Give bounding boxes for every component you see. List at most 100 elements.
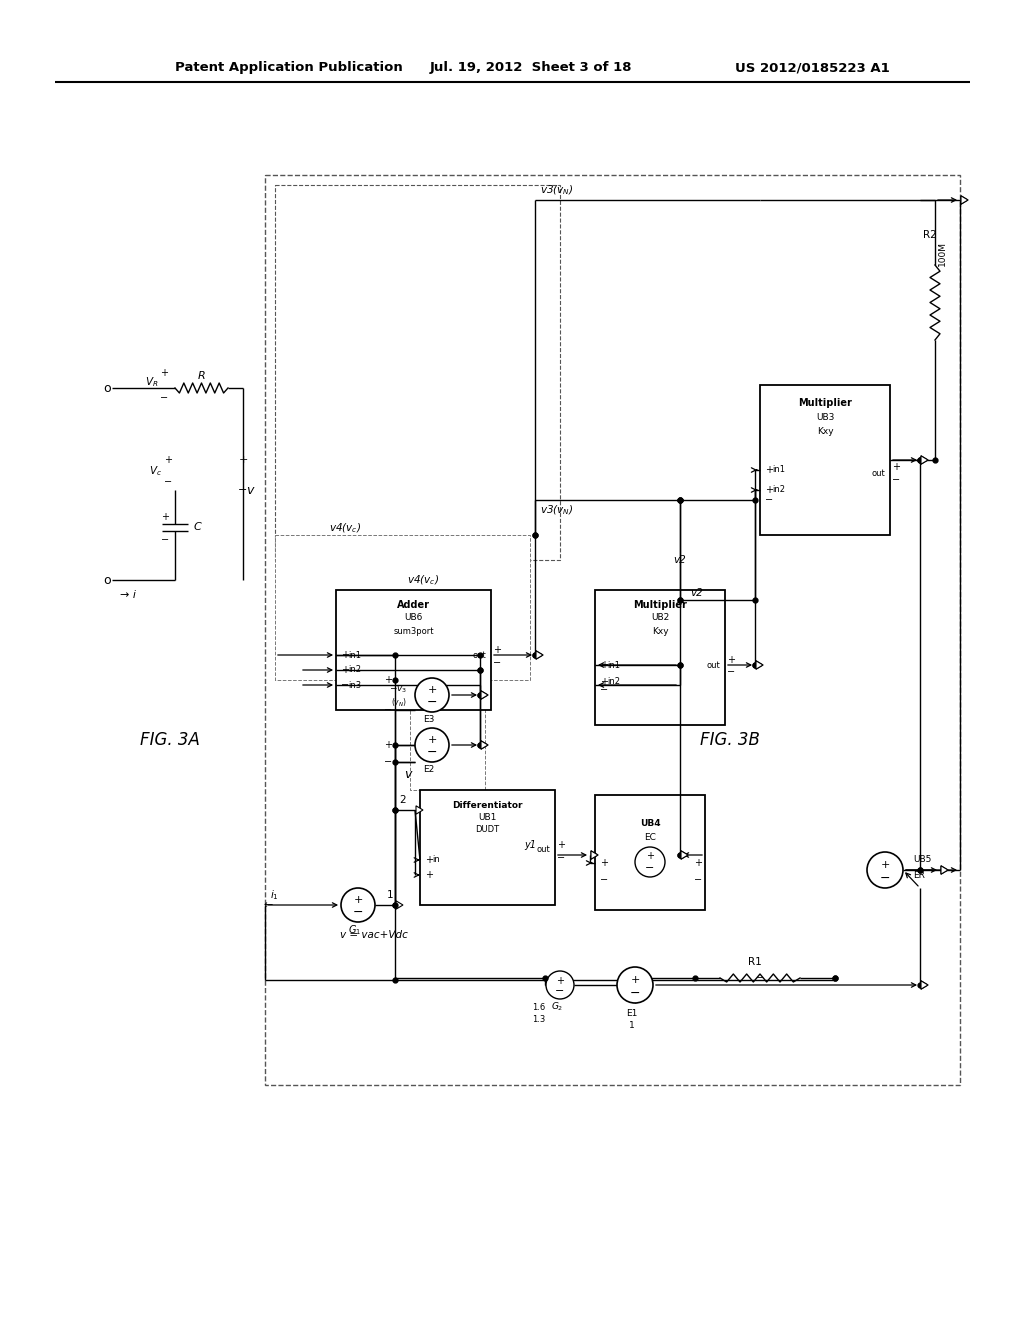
Text: EC: EC — [644, 833, 656, 842]
Text: out: out — [537, 846, 550, 854]
Text: Kxy: Kxy — [817, 428, 834, 437]
Text: 1.3: 1.3 — [531, 1015, 545, 1024]
Bar — [595, 590, 725, 725]
Text: Patent Application Publication: Patent Application Publication — [175, 62, 402, 74]
Text: v = vac+Vdc: v = vac+Vdc — [340, 931, 408, 940]
Text: v: v — [247, 483, 254, 496]
Polygon shape — [921, 455, 928, 465]
Text: $-v_3$: $-v_3$ — [389, 685, 407, 696]
Text: in1: in1 — [607, 660, 620, 669]
Bar — [336, 590, 490, 710]
Text: −: − — [352, 906, 364, 919]
Polygon shape — [921, 455, 928, 465]
Bar — [595, 795, 705, 909]
Polygon shape — [481, 690, 488, 700]
Polygon shape — [921, 981, 928, 989]
Text: E1: E1 — [627, 1008, 638, 1018]
Text: FIG. 3A: FIG. 3A — [140, 731, 200, 748]
Text: +: + — [631, 975, 640, 985]
Polygon shape — [941, 866, 948, 874]
Text: −: − — [600, 875, 608, 884]
Text: E3: E3 — [423, 715, 434, 725]
Text: v3($v_N$): v3($v_N$) — [540, 183, 573, 197]
Text: Differentiator: Differentiator — [453, 800, 522, 809]
Polygon shape — [921, 981, 928, 989]
Text: out: out — [871, 469, 885, 478]
Text: out: out — [707, 660, 720, 669]
Circle shape — [617, 968, 653, 1003]
Text: +: + — [341, 665, 349, 675]
Text: R2: R2 — [923, 230, 937, 240]
Text: +: + — [239, 455, 248, 465]
Text: +: + — [164, 455, 172, 465]
Circle shape — [867, 851, 903, 888]
Text: −: − — [630, 986, 640, 999]
Text: UB4: UB4 — [640, 818, 660, 828]
Text: +: + — [727, 655, 735, 665]
Text: +: + — [161, 512, 169, 521]
Text: v2: v2 — [674, 554, 686, 565]
Text: y1: y1 — [524, 840, 536, 850]
Polygon shape — [536, 651, 543, 659]
Polygon shape — [681, 851, 688, 859]
Text: +: + — [765, 465, 773, 475]
Text: −: − — [694, 875, 702, 884]
Text: −: − — [427, 746, 437, 759]
Bar — [760, 385, 890, 535]
Polygon shape — [591, 851, 598, 859]
Text: +: + — [425, 855, 433, 865]
Text: +: + — [427, 685, 436, 696]
Text: −: − — [384, 705, 392, 715]
Text: o: o — [103, 381, 111, 395]
Text: v: v — [404, 768, 412, 781]
Text: +: + — [892, 462, 900, 473]
Text: −: − — [756, 973, 764, 983]
Polygon shape — [536, 651, 543, 659]
Text: +: + — [646, 851, 654, 861]
Bar — [420, 789, 555, 906]
Text: DUDT: DUDT — [475, 825, 500, 834]
Text: −: − — [384, 756, 392, 767]
Text: +: + — [600, 660, 608, 671]
Text: Kxy: Kxy — [651, 627, 669, 636]
Text: 1: 1 — [629, 1020, 635, 1030]
Text: +: + — [341, 649, 349, 660]
Text: −: − — [341, 680, 349, 690]
Text: out: out — [472, 651, 486, 660]
Text: $V_c$: $V_c$ — [148, 465, 162, 478]
Polygon shape — [481, 690, 488, 700]
Text: 2: 2 — [399, 795, 407, 805]
Text: sum3port: sum3port — [393, 627, 434, 636]
Text: +: + — [353, 895, 362, 906]
Text: $V_R$: $V_R$ — [145, 375, 159, 389]
Text: −: − — [600, 685, 608, 696]
Text: +: + — [384, 741, 392, 750]
Text: −: − — [493, 657, 501, 668]
Text: −: − — [239, 484, 248, 495]
Text: −: − — [765, 495, 773, 506]
Text: in2: in2 — [772, 486, 785, 495]
Text: −: − — [727, 667, 735, 677]
Text: −: − — [557, 853, 565, 863]
Text: in2: in2 — [348, 665, 361, 675]
Text: UB6: UB6 — [404, 614, 423, 623]
Text: −: − — [880, 871, 890, 884]
Text: Jul. 19, 2012  Sheet 3 of 18: Jul. 19, 2012 Sheet 3 of 18 — [430, 62, 633, 74]
Circle shape — [415, 678, 449, 711]
Text: in3: in3 — [348, 681, 361, 689]
Circle shape — [546, 972, 574, 999]
Text: +: + — [427, 735, 436, 744]
Text: C: C — [194, 521, 201, 532]
Text: +: + — [493, 645, 501, 655]
Text: −: − — [555, 986, 564, 997]
Text: ←: ← — [263, 900, 272, 909]
Text: +: + — [384, 675, 392, 685]
Text: in: in — [432, 855, 439, 865]
Text: $G_1$: $G_1$ — [348, 923, 361, 937]
Text: +: + — [600, 858, 608, 869]
Text: −: − — [427, 696, 437, 709]
Text: ER: ER — [913, 870, 925, 879]
Polygon shape — [681, 851, 688, 859]
Text: in1: in1 — [348, 651, 361, 660]
Text: R: R — [198, 371, 206, 381]
